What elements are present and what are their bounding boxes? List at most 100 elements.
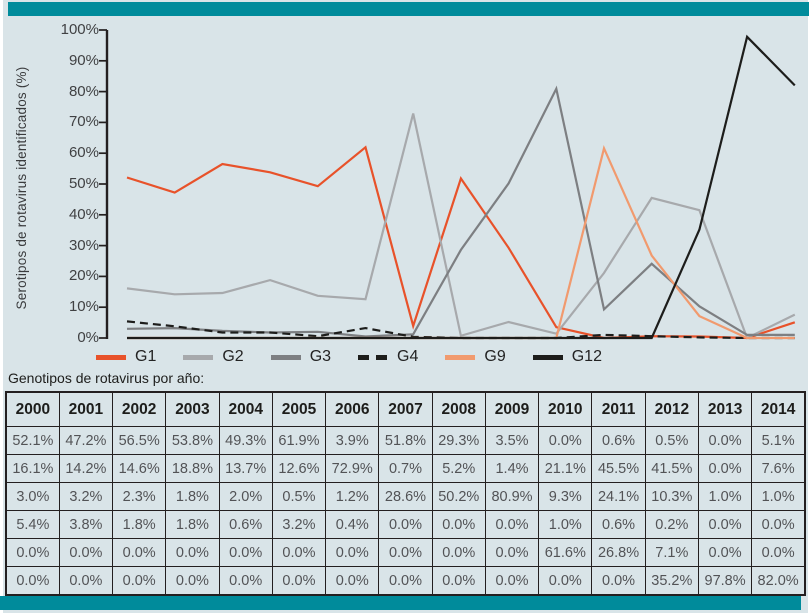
legend-swatch-G12 xyxy=(532,354,563,360)
legend-label: G12 xyxy=(571,348,602,365)
y-tick-label: 40% xyxy=(68,205,99,223)
y-tick-label: 100% xyxy=(60,21,99,38)
table-cell: 0.0% xyxy=(484,510,540,539)
table-cell: 0.0% xyxy=(325,538,380,567)
table-row-G4: 5.4% 3.8% 1.8% 1.8% 0.6% 3.2% 0.4% 0.0% 0.0% 0.0%… xyxy=(5,510,806,539)
year-header-cell: 2007 xyxy=(378,391,433,427)
table-cell: 0.0% xyxy=(58,566,114,596)
table-cell: 61.6% xyxy=(538,538,593,567)
table-cell: 0.7% xyxy=(378,454,433,483)
legend-swatch-G4 xyxy=(358,354,388,360)
table-cell: 0.0% xyxy=(484,538,540,567)
legend-swatch-G3 xyxy=(270,354,301,360)
table-cell: 0.0% xyxy=(751,538,806,567)
table-cell: 0.6% xyxy=(591,426,646,455)
table-cell: 1.2% xyxy=(325,482,380,511)
table-cell: 0.0% xyxy=(218,566,273,596)
table-cell: 0.0% xyxy=(538,566,593,596)
table-cell: 1.8% xyxy=(165,510,220,539)
y-tick-label: 90% xyxy=(68,51,99,69)
table-cell: 0.0% xyxy=(5,538,60,567)
legend-label: G1 xyxy=(135,348,157,365)
table-cell: 49.3% xyxy=(218,426,273,455)
table-cell: 0.0% xyxy=(218,538,273,567)
table-cell: 1.0% xyxy=(538,510,593,539)
table-cell: 45.5% xyxy=(591,454,646,483)
year-header-cell: 2008 xyxy=(431,391,486,427)
table-cell: 0.0% xyxy=(431,566,486,596)
table-cell: 3.9% xyxy=(325,426,380,455)
table-cell: 56.5% xyxy=(112,426,167,455)
table-cell: 0.0% xyxy=(165,538,220,567)
series-line-G1 xyxy=(126,145,796,340)
table-cell: 5.2% xyxy=(431,454,486,483)
table-cell: 24.1% xyxy=(591,482,646,511)
top-accent-bar xyxy=(8,2,809,16)
table-cell: 0.6% xyxy=(218,510,273,539)
legend-swatch-G9 xyxy=(445,354,476,360)
table-cell: 1.0% xyxy=(751,482,806,511)
year-header-cell: 2003 xyxy=(165,391,220,427)
y-tick-label: 70% xyxy=(68,113,99,131)
table-cell: 3.8% xyxy=(58,510,114,539)
table-caption: Genotipos de rotavirus por año: xyxy=(8,370,205,386)
table-cell: 3.2% xyxy=(58,482,114,511)
table-cell: 9.3% xyxy=(538,482,593,511)
series-line-G2 xyxy=(126,113,796,340)
table-header-row: 2000 2001 2002 2003 2004 2005 2006 2007 2008 2009… xyxy=(5,391,806,427)
year-header-cell: 2014 xyxy=(751,391,806,427)
year-header-cell: 2005 xyxy=(271,391,327,427)
chart-legend: G1 G2 G3 G4 G9 G12 xyxy=(96,348,602,366)
table-cell: 7.6% xyxy=(751,454,806,483)
table-cell: 0.0% xyxy=(538,426,593,455)
legend-item-G2: G2 xyxy=(183,348,244,366)
table-cell: 0.0% xyxy=(165,566,220,596)
table-cell: 5.1% xyxy=(751,426,806,455)
table-cell: 0.5% xyxy=(271,482,327,511)
table-row-G1: 52.1% 47.2% 56.5% 53.8% 49.3% 61.9% 3.9% 51.8% 2… xyxy=(5,426,806,455)
table-cell: 0.0% xyxy=(271,566,327,596)
table-cell: 5.4% xyxy=(5,510,60,539)
table-cell: 0.0% xyxy=(484,566,540,596)
year-header-cell: 2011 xyxy=(591,391,646,427)
table-cell: 0.0% xyxy=(378,510,433,539)
table-cell: 0.0% xyxy=(751,510,806,539)
table-cell: 0.0% xyxy=(591,566,646,596)
line-chart xyxy=(99,29,796,340)
table-cell: 0.0% xyxy=(378,538,433,567)
table-cell: 10.3% xyxy=(644,482,699,511)
year-header-cell: 2006 xyxy=(325,391,380,427)
year-header-cell: 2009 xyxy=(484,391,540,427)
table-cell: 0.4% xyxy=(325,510,380,539)
legend-item-G3: G3 xyxy=(270,348,331,366)
table-cell: 0.0% xyxy=(5,566,60,596)
year-header-cell: 2001 xyxy=(58,391,114,427)
table-row-G12: 0.0% 0.0% 0.0% 0.0% 0.0% 0.0% 0.0% 0.0% 0.0% 0.0%… xyxy=(5,566,806,596)
table-cell: 80.9% xyxy=(484,482,540,511)
table-cell: 3.0% xyxy=(5,482,60,511)
y-tick-label: 50% xyxy=(68,175,99,192)
table-cell: 35.2% xyxy=(644,566,699,596)
table-cell: 0.0% xyxy=(378,566,433,596)
table-cell: 2.3% xyxy=(112,482,167,511)
table-cell: 3.2% xyxy=(271,510,327,539)
table-cell: 0.0% xyxy=(697,426,753,455)
table-row-G3: 3.0% 3.2% 2.3% 1.8% 2.0% 0.5% 1.2% 28.6% 50.2% 80… xyxy=(5,482,806,511)
table-cell: 0.0% xyxy=(58,538,114,567)
y-tick-label: 60% xyxy=(68,144,99,162)
table-cell: 0.0% xyxy=(112,538,167,567)
table-cell: 3.5% xyxy=(484,426,540,455)
table-cell: 53.8% xyxy=(165,426,220,455)
y-tick-label: 30% xyxy=(68,236,99,254)
table-cell: 72.9% xyxy=(325,454,380,483)
table-cell: 18.8% xyxy=(165,454,220,483)
legend-item-G12: G12 xyxy=(532,348,602,366)
table-cell: 0.0% xyxy=(325,566,380,596)
table-cell: 12.6% xyxy=(271,454,327,483)
year-header-cell: 2000 xyxy=(5,391,60,427)
legend-label: G4 xyxy=(397,348,419,365)
table-cell: 0.0% xyxy=(431,538,486,567)
table-cell: 0.0% xyxy=(697,510,753,539)
legend-label: G2 xyxy=(222,348,244,365)
